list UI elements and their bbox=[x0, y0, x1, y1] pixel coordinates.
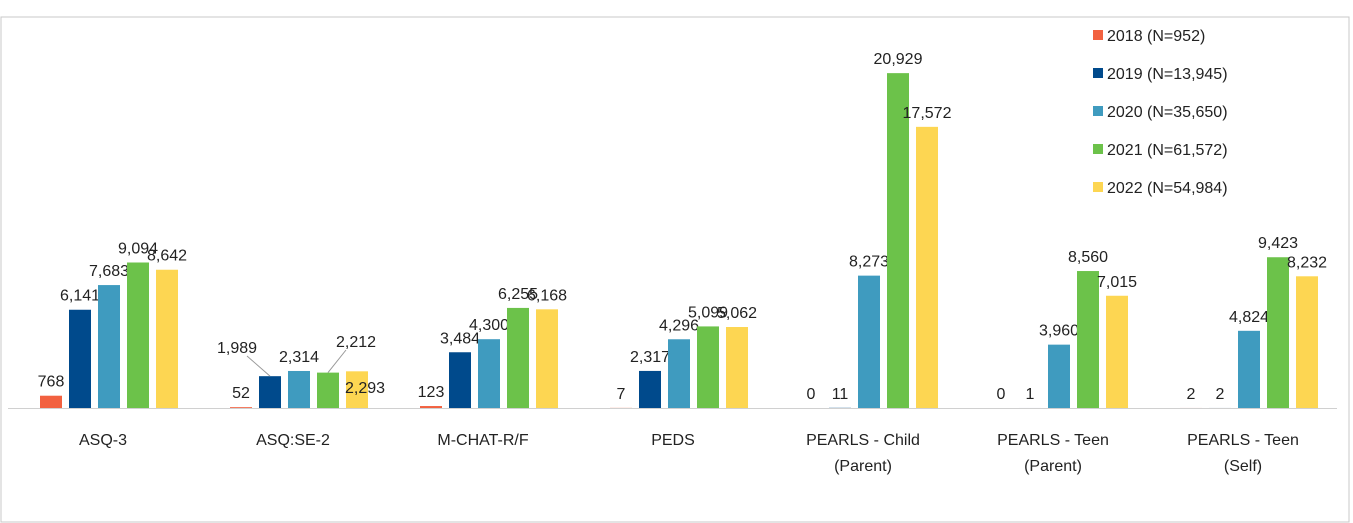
bar bbox=[1238, 330, 1260, 408]
x-tick-label: PEARLS - Child (Parent) bbox=[806, 432, 920, 475]
bar bbox=[449, 352, 471, 408]
data-label: 123 bbox=[418, 384, 445, 401]
bar bbox=[127, 262, 149, 408]
data-label: 8,273 bbox=[849, 254, 889, 271]
data-label: 4,296 bbox=[659, 317, 699, 334]
data-label: 52 bbox=[232, 385, 250, 402]
data-label: 2,314 bbox=[279, 349, 319, 366]
data-label: 4,300 bbox=[469, 317, 509, 334]
bar bbox=[536, 309, 558, 408]
data-label: 3,484 bbox=[440, 330, 480, 347]
data-label: 2 bbox=[1187, 386, 1196, 403]
data-label: 5,062 bbox=[717, 305, 757, 322]
data-label: 0 bbox=[807, 386, 816, 403]
bar bbox=[346, 371, 368, 408]
bar bbox=[478, 339, 500, 408]
data-label: 2,317 bbox=[630, 349, 670, 366]
bar bbox=[507, 307, 529, 408]
bar bbox=[40, 395, 62, 408]
data-label: 17,572 bbox=[903, 105, 952, 122]
data-label: 5,099 bbox=[688, 304, 728, 321]
legend-label: 2018 (N=952) bbox=[1107, 28, 1205, 45]
data-label: 3,960 bbox=[1039, 323, 1079, 340]
data-label: 9,423 bbox=[1258, 235, 1298, 252]
x-tick-label: PEARLS - Teen (Parent) bbox=[997, 432, 1109, 475]
legend-swatch bbox=[1093, 68, 1103, 78]
legend-label: 2020 (N=35,650) bbox=[1107, 104, 1228, 121]
data-label: 11 bbox=[832, 386, 849, 403]
data-label: 8,560 bbox=[1068, 249, 1108, 266]
bar bbox=[1077, 271, 1099, 408]
bar bbox=[420, 406, 442, 408]
data-label: 2 bbox=[1216, 386, 1225, 403]
data-label: 1 bbox=[1026, 386, 1035, 403]
legend-label: 2021 (N=61,572) bbox=[1107, 142, 1228, 159]
data-label: 1,989 bbox=[217, 340, 257, 357]
data-label: 8,232 bbox=[1287, 254, 1327, 271]
x-tick-label: ASQ-3 bbox=[78, 432, 127, 449]
legend-label: 2019 (N=13,945) bbox=[1107, 66, 1228, 83]
x-tick-label: ASQ:SE-2 bbox=[256, 432, 330, 449]
bar bbox=[156, 269, 178, 408]
bar bbox=[1267, 257, 1289, 408]
data-label: 6,141 bbox=[60, 288, 100, 305]
data-label: 7,683 bbox=[89, 263, 129, 280]
data-label: 6,168 bbox=[527, 287, 567, 304]
bar bbox=[916, 126, 938, 409]
bar bbox=[639, 370, 661, 408]
bar bbox=[697, 326, 719, 408]
bar bbox=[887, 73, 909, 409]
data-label: 0 bbox=[997, 386, 1006, 403]
leader-line bbox=[327, 349, 347, 373]
data-label: 2,212 bbox=[336, 334, 376, 351]
bar bbox=[259, 376, 281, 408]
bar bbox=[1296, 276, 1318, 408]
bar bbox=[726, 327, 748, 408]
bar bbox=[668, 339, 690, 408]
data-label: 2,293 bbox=[345, 380, 385, 397]
x-tick-label: PEDS bbox=[651, 432, 695, 449]
data-label: 768 bbox=[38, 374, 65, 391]
legend-label: 2022 (N=54,984) bbox=[1107, 180, 1228, 197]
legend-swatch bbox=[1093, 144, 1103, 154]
legend-swatch bbox=[1093, 106, 1103, 116]
data-label: 7,015 bbox=[1097, 274, 1137, 291]
bar bbox=[1106, 295, 1128, 408]
data-label: 20,929 bbox=[874, 51, 923, 68]
data-label: 9,094 bbox=[118, 240, 158, 257]
bar bbox=[69, 309, 91, 408]
bar bbox=[288, 370, 310, 408]
x-tick-label: PEARLS - Teen (Self) bbox=[1187, 432, 1299, 475]
x-tick-label: M-CHAT-R/F bbox=[437, 432, 529, 449]
legend-swatch bbox=[1093, 182, 1103, 192]
bar bbox=[230, 407, 252, 408]
data-label: 7 bbox=[617, 386, 626, 403]
bar bbox=[317, 372, 339, 408]
legend-swatch bbox=[1093, 30, 1103, 40]
data-label: 6,255 bbox=[498, 286, 538, 303]
bar bbox=[858, 275, 880, 408]
bar bbox=[1048, 344, 1070, 408]
bar bbox=[98, 285, 120, 408]
chart-frame bbox=[0, 16, 1350, 523]
data-label: 8,642 bbox=[147, 248, 187, 265]
leader-line bbox=[246, 355, 271, 377]
data-label: 4,824 bbox=[1229, 309, 1269, 326]
